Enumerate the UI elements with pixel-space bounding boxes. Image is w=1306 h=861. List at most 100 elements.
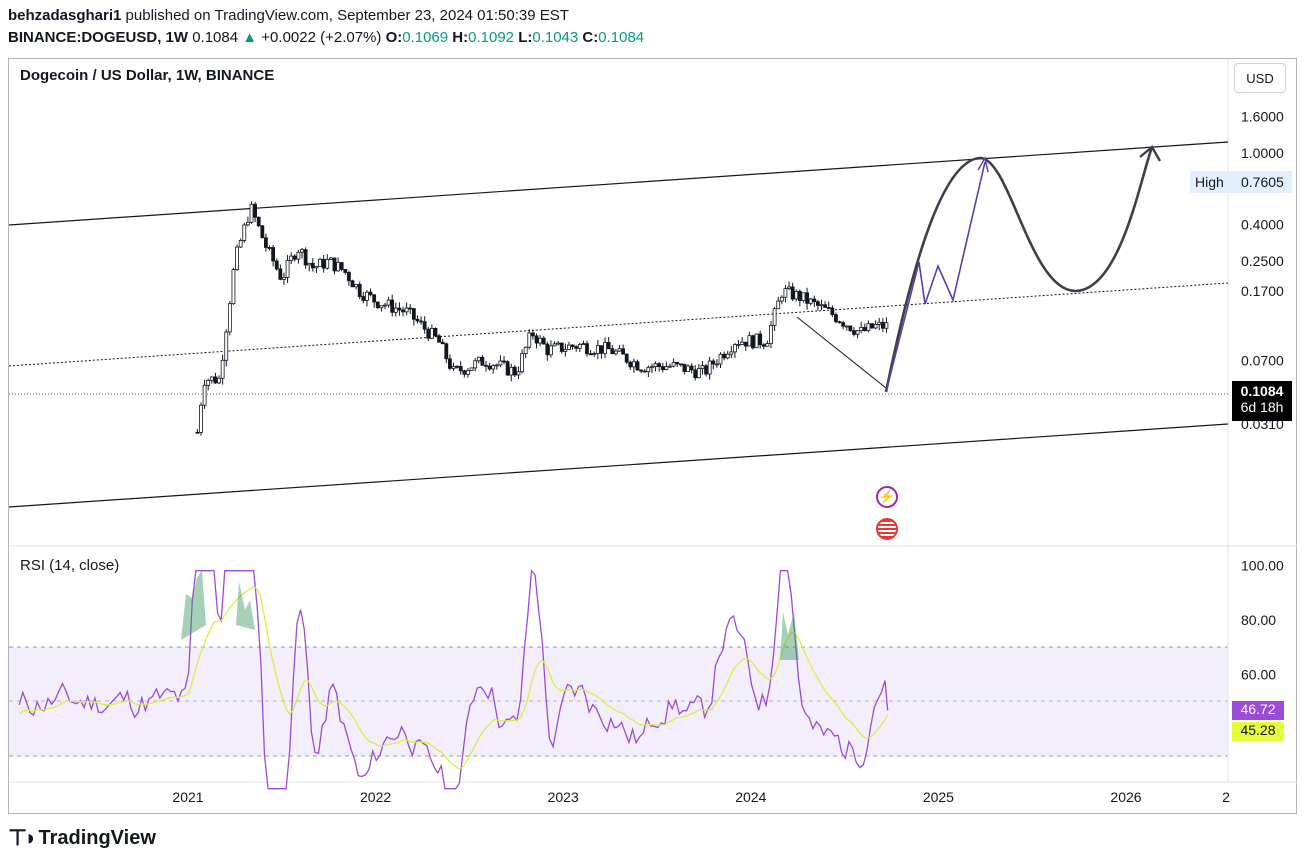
candle-body bbox=[264, 237, 268, 248]
up-arrow-icon: ▲ bbox=[242, 29, 258, 46]
candle-body bbox=[696, 368, 701, 379]
candle-body bbox=[419, 320, 423, 323]
candle-body bbox=[621, 348, 625, 355]
candle-body bbox=[632, 361, 636, 368]
candle-body bbox=[473, 360, 478, 369]
candle-body bbox=[859, 327, 864, 332]
candle-body bbox=[285, 260, 290, 278]
candle-body bbox=[837, 321, 842, 324]
time-tick-label: 2021 bbox=[172, 789, 203, 805]
candle-body bbox=[296, 251, 301, 260]
trend-line bbox=[796, 316, 887, 389]
candle-body bbox=[437, 335, 441, 343]
candle-body bbox=[884, 322, 889, 329]
candle-body bbox=[365, 291, 369, 301]
tradingview-logo[interactable]: ⊤◗ TradingView bbox=[8, 825, 156, 851]
curve-arrowhead bbox=[1139, 145, 1162, 162]
candle-body bbox=[516, 371, 521, 376]
lightning-event-icon[interactable]: ⚡ bbox=[876, 486, 898, 508]
candle-body bbox=[797, 290, 802, 301]
candle-body bbox=[440, 341, 445, 345]
time-tick-label: 2 bbox=[1222, 789, 1230, 805]
candle-body bbox=[675, 362, 680, 365]
candle-body bbox=[866, 323, 871, 332]
candle-body bbox=[253, 203, 258, 218]
candle-body bbox=[242, 224, 247, 241]
candle-body bbox=[383, 304, 387, 307]
candle-body bbox=[213, 376, 218, 384]
candle-body bbox=[249, 203, 254, 223]
ohlc-line: BINANCE:DOGEUSD, 1W 0.1084 ▲ +0.0022 (+2… bbox=[8, 29, 645, 46]
candle-body bbox=[812, 298, 817, 303]
candle-body bbox=[725, 353, 730, 359]
rsi-tick-label: 60.00 bbox=[1241, 666, 1276, 682]
candle-body bbox=[476, 356, 481, 362]
candle-body bbox=[567, 344, 571, 350]
candle-body bbox=[639, 369, 644, 372]
candle-body bbox=[444, 343, 449, 360]
candle-body bbox=[610, 348, 615, 355]
publisher-name[interactable]: behzadasghari1 bbox=[8, 7, 122, 24]
candle-body bbox=[462, 370, 467, 375]
candle-body bbox=[765, 343, 770, 347]
candle-body bbox=[747, 335, 752, 347]
candle-body bbox=[678, 363, 683, 366]
candle-body bbox=[469, 367, 474, 371]
candle-body bbox=[415, 318, 420, 322]
channel-top-line bbox=[8, 141, 1229, 226]
candle-body bbox=[808, 298, 813, 304]
candle-body bbox=[390, 299, 395, 313]
candle-body bbox=[282, 276, 286, 280]
candle-body bbox=[347, 272, 351, 282]
candle-body bbox=[332, 257, 337, 272]
candle-body bbox=[761, 344, 766, 347]
candle-body bbox=[401, 309, 405, 313]
time-tick-label: 2026 bbox=[1110, 789, 1141, 805]
candle-body bbox=[574, 346, 579, 349]
candle-body bbox=[646, 366, 651, 373]
candle-body bbox=[826, 307, 831, 309]
price-tick-label: 1.6000 bbox=[1241, 108, 1284, 124]
candle-body bbox=[880, 321, 885, 329]
candle-body bbox=[498, 360, 503, 366]
candle-body bbox=[227, 303, 232, 333]
close-label: C: bbox=[582, 29, 599, 46]
candle-body bbox=[541, 337, 546, 345]
candle-body bbox=[635, 361, 640, 371]
candle-body bbox=[318, 258, 322, 268]
high-marker: High 0.7605 bbox=[1190, 171, 1292, 193]
candle-body bbox=[397, 307, 402, 311]
candle-body bbox=[357, 284, 362, 297]
candle-body bbox=[617, 348, 622, 352]
projection-zigzag bbox=[885, 161, 986, 393]
candle-body bbox=[668, 365, 672, 368]
candle-body bbox=[729, 351, 734, 355]
currency-button[interactable]: USD bbox=[1234, 63, 1286, 93]
candle-body bbox=[274, 260, 279, 270]
candle-body bbox=[303, 249, 308, 266]
us-flag-event-icon[interactable] bbox=[876, 518, 898, 540]
candle-body bbox=[238, 240, 243, 248]
symbol: BINANCE:DOGEUSD bbox=[8, 29, 158, 46]
candle-body bbox=[743, 341, 748, 347]
time-tick-label: 2025 bbox=[923, 789, 954, 805]
candle-body bbox=[433, 327, 438, 337]
candle-body bbox=[581, 343, 586, 346]
candle-body bbox=[758, 333, 763, 346]
candle-body bbox=[772, 308, 777, 326]
candle-body bbox=[664, 366, 669, 370]
price-tick-label: 0.4000 bbox=[1241, 216, 1284, 232]
candle-body bbox=[534, 335, 539, 344]
rsi-line bbox=[18, 569, 889, 790]
candle-body bbox=[267, 247, 272, 249]
candle-body bbox=[682, 363, 687, 372]
bar-countdown: 6d 18h bbox=[1240, 399, 1284, 415]
candle-body bbox=[570, 344, 575, 348]
candle-body bbox=[736, 344, 741, 346]
high-label: High bbox=[1195, 174, 1224, 190]
candle-body bbox=[411, 308, 416, 320]
candle-body bbox=[603, 342, 607, 354]
candle-body bbox=[220, 359, 225, 379]
candle-body bbox=[779, 296, 784, 302]
